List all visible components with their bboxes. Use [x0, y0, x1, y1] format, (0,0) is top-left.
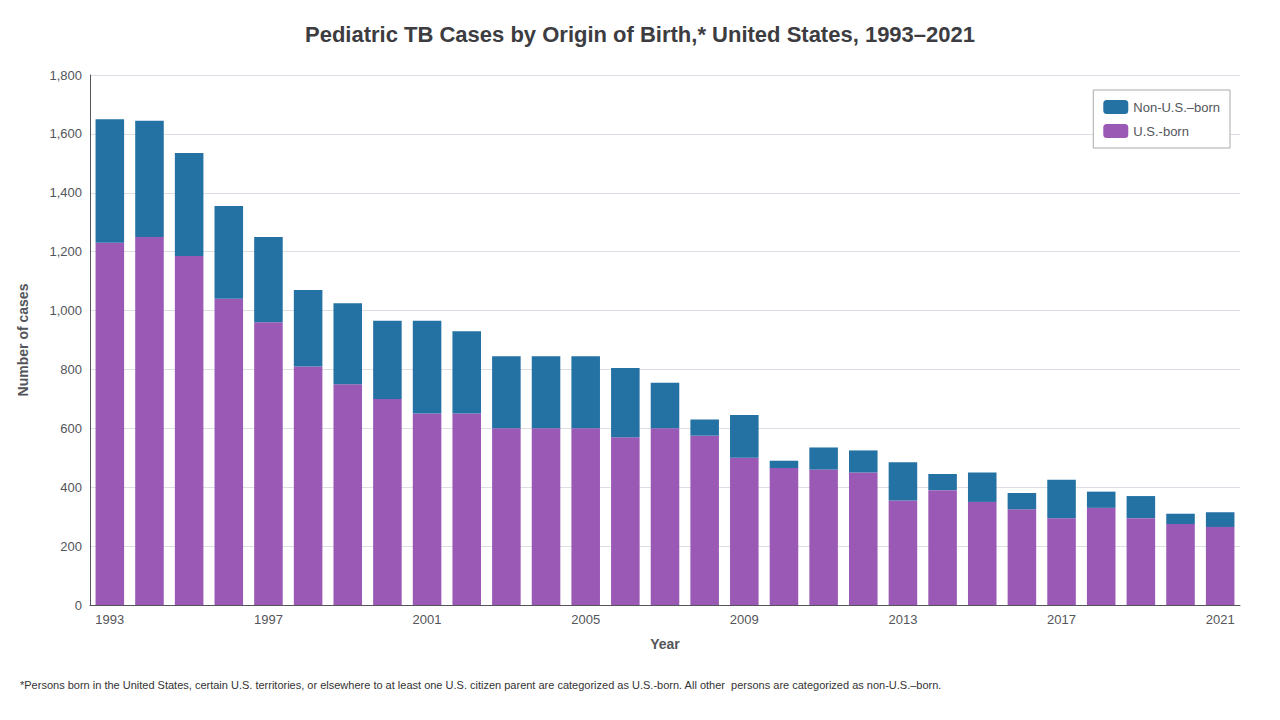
- svg-text:Number of cases: Number of cases: [15, 283, 31, 396]
- svg-text:1,600: 1,600: [49, 126, 82, 141]
- svg-text:Year: Year: [650, 636, 680, 652]
- svg-text:1,400: 1,400: [49, 185, 82, 200]
- svg-text:2009: 2009: [730, 612, 759, 627]
- svg-text:U.S.-born: U.S.-born: [1133, 124, 1189, 139]
- svg-text:2017: 2017: [1047, 612, 1076, 627]
- svg-text:600: 600: [60, 421, 82, 436]
- svg-text:200: 200: [60, 539, 82, 554]
- svg-text:1,800: 1,800: [49, 68, 82, 83]
- svg-text:1,000: 1,000: [49, 303, 82, 318]
- svg-text:2005: 2005: [571, 612, 600, 627]
- svg-text:1997: 1997: [254, 612, 283, 627]
- svg-text:Pediatric TB Cases by Origin o: Pediatric TB Cases by Origin of Birth,* …: [305, 22, 975, 47]
- svg-text:400: 400: [60, 480, 82, 495]
- svg-text:*Persons born in the United St: *Persons born in the United States, cert…: [20, 679, 941, 691]
- svg-text:Non-U.S.–born: Non-U.S.–born: [1133, 100, 1220, 115]
- svg-text:2001: 2001: [413, 612, 442, 627]
- svg-text:2013: 2013: [888, 612, 917, 627]
- svg-text:2021: 2021: [1206, 612, 1235, 627]
- svg-text:1,200: 1,200: [49, 244, 82, 259]
- svg-text:0: 0: [75, 598, 82, 613]
- svg-text:1993: 1993: [95, 612, 124, 627]
- svg-text:800: 800: [60, 362, 82, 377]
